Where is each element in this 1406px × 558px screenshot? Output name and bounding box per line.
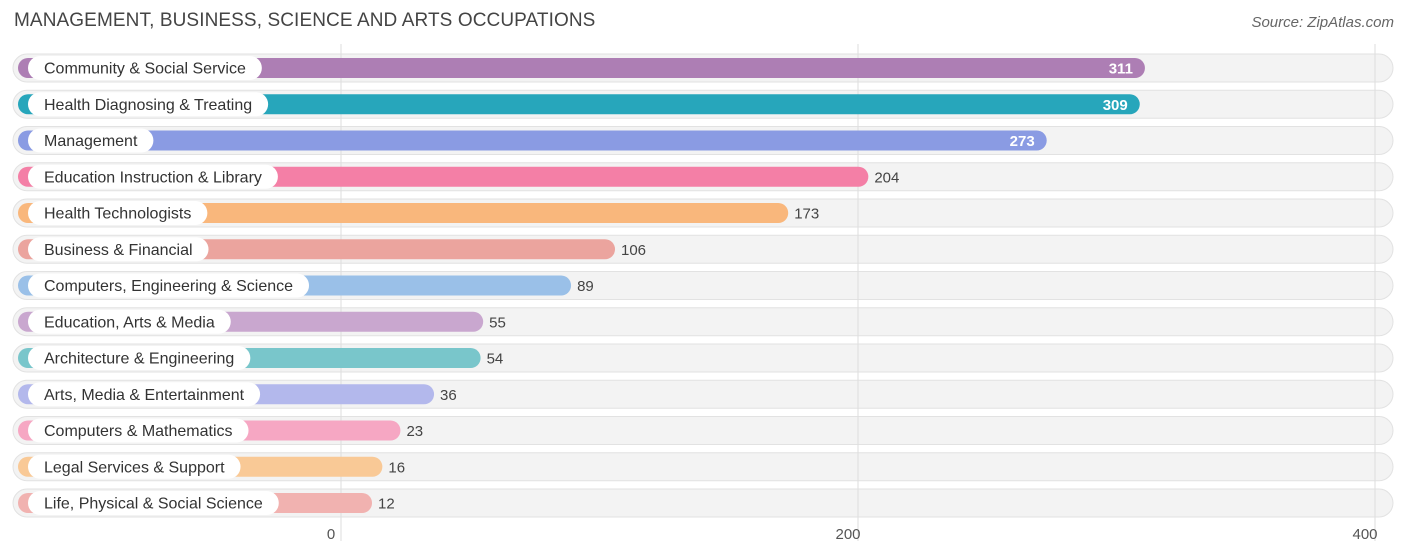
value-label: 273	[1010, 133, 1035, 150]
bar	[18, 58, 1145, 78]
bar	[18, 94, 1140, 115]
value-label: 309	[1103, 97, 1128, 114]
category-label: Education, Arts & Media	[44, 314, 215, 331]
category-label: Business & Financial	[44, 242, 193, 259]
category-label: Health Diagnosing & Treating	[44, 97, 252, 114]
category-label-pill	[28, 201, 208, 225]
value-label: 204	[874, 169, 899, 186]
value-label: 106	[621, 242, 646, 259]
category-label: Health Technologists	[44, 206, 191, 223]
category-label: Community & Social Service	[44, 61, 246, 78]
source-label: Source: ZipAtlas.com	[1251, 14, 1394, 31]
category-label-pill	[28, 92, 269, 117]
category-label-pill	[28, 491, 279, 515]
category-label-pill	[28, 273, 310, 298]
category-label-pill	[28, 309, 231, 334]
bar	[18, 203, 789, 223]
category-label-pill	[28, 128, 154, 153]
value-label: 55	[489, 314, 506, 331]
category-label-pill	[28, 418, 249, 443]
category-label-pill	[28, 56, 262, 80]
x-tick-label: 0	[327, 526, 335, 543]
value-label: 16	[388, 459, 405, 476]
category-label: Life, Physical & Social Science	[44, 496, 263, 513]
category-label: Arts, Media & Entertainment	[44, 387, 245, 404]
value-label: 89	[577, 278, 594, 295]
value-label: 23	[406, 423, 423, 440]
category-label: Legal Services & Support	[44, 459, 225, 476]
bar	[18, 130, 1047, 151]
value-label: 54	[487, 351, 504, 368]
category-label-pill	[28, 346, 251, 370]
value-label: 12	[378, 496, 395, 513]
x-tick-label: 200	[835, 526, 860, 543]
category-label-pill	[28, 237, 209, 262]
x-tick-label: 400	[1352, 526, 1377, 543]
chart-title: MANAGEMENT, BUSINESS, SCIENCE AND ARTS O…	[14, 10, 596, 31]
category-label: Architecture & Engineering	[44, 351, 234, 368]
value-label: 173	[794, 206, 819, 223]
value-label: 36	[440, 387, 457, 404]
category-label: Computers & Mathematics	[44, 423, 233, 440]
category-label-pill	[28, 164, 278, 189]
category-label: Management	[44, 133, 138, 150]
category-label-pill	[28, 454, 241, 479]
category-label: Education Instruction & Library	[44, 169, 262, 186]
category-label-pill	[28, 382, 261, 407]
category-label: Computers, Engineering & Science	[44, 278, 293, 295]
value-label: 311	[1109, 61, 1133, 78]
